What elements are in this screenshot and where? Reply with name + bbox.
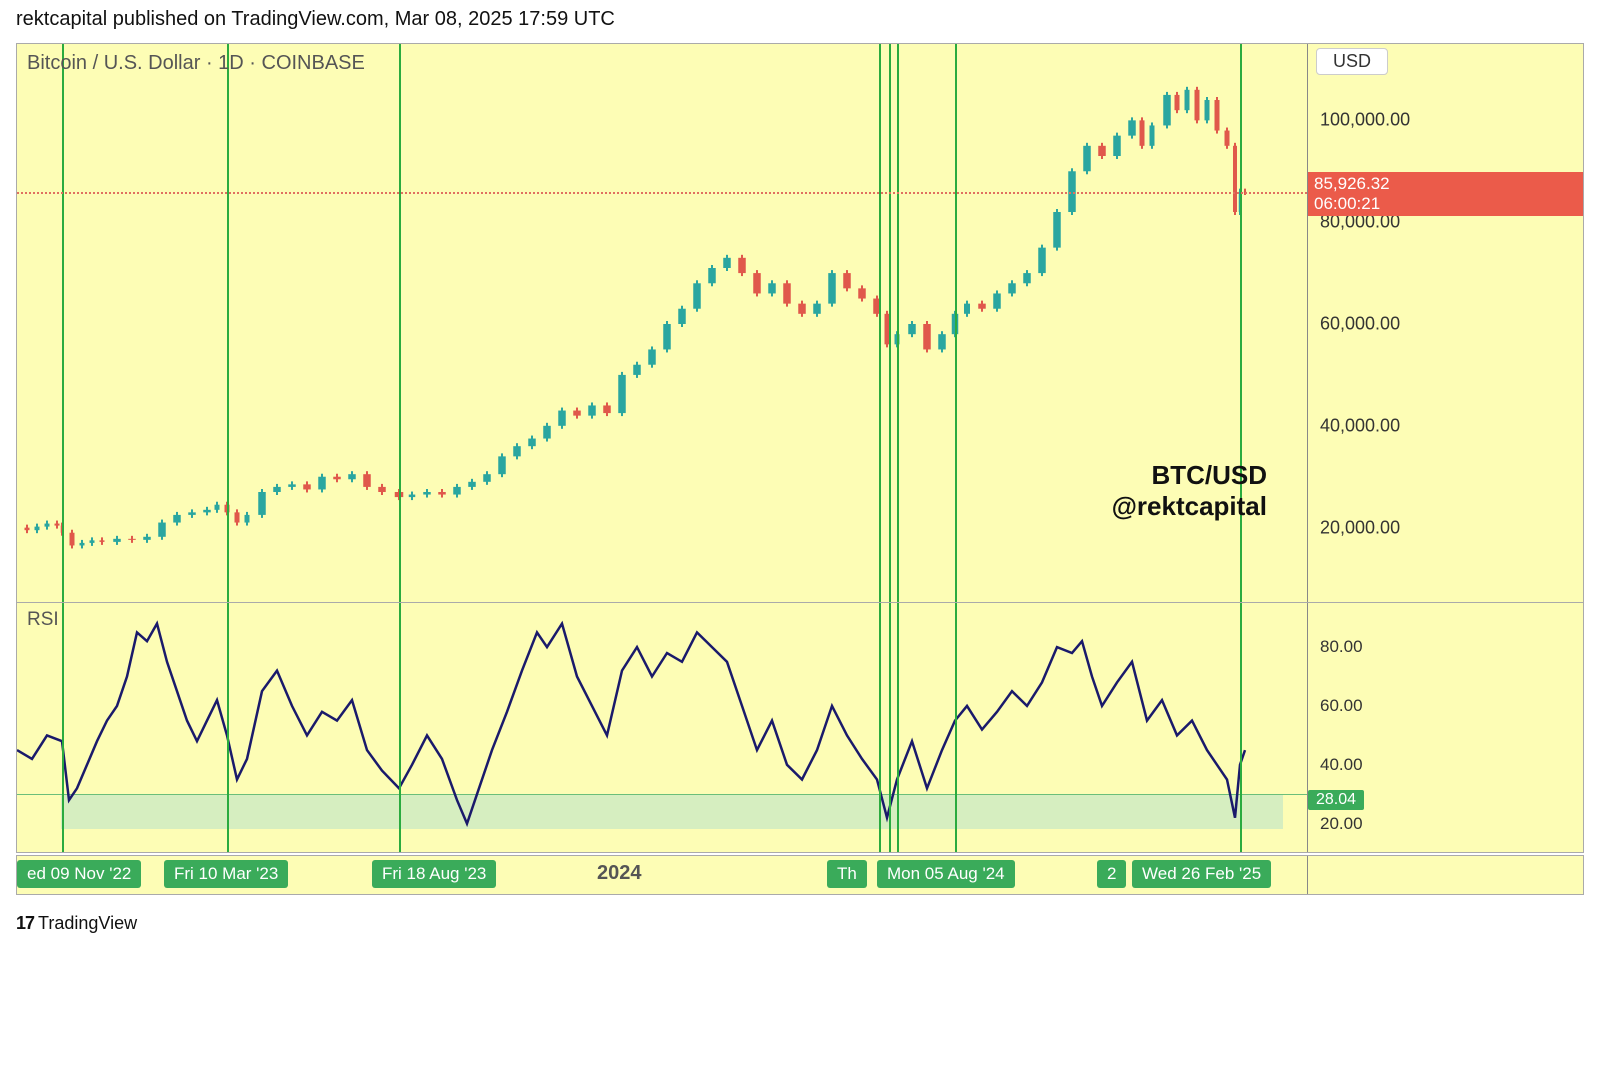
rsi-plot[interactable]: RSI bbox=[17, 603, 1307, 852]
chart-container: Bitcoin / U.S. Dollar · 1D · COINBASE BT… bbox=[16, 43, 1584, 895]
event-vline bbox=[62, 44, 64, 602]
rsi-ytick: 20.00 bbox=[1320, 814, 1363, 834]
price-ytick: 60,000.00 bbox=[1320, 314, 1400, 335]
currency-badge[interactable]: USD bbox=[1316, 48, 1388, 75]
time-axis-label: Th bbox=[827, 860, 867, 888]
time-axis-right bbox=[1307, 856, 1583, 894]
event-vline bbox=[399, 44, 401, 602]
current-price-line bbox=[17, 192, 1307, 194]
event-vline bbox=[227, 44, 229, 602]
event-vline bbox=[955, 44, 957, 602]
event-vline bbox=[1240, 603, 1242, 852]
event-vline bbox=[889, 603, 891, 852]
countdown: 06:00:21 bbox=[1314, 194, 1577, 214]
tradingview-logo-icon: 17 bbox=[16, 913, 34, 933]
rsi-ytick: 60.00 bbox=[1320, 696, 1363, 716]
time-axis: ed 09 Nov '22 Fri 10 Mar '23 Fri 18 Aug '2… bbox=[16, 855, 1584, 895]
time-axis-label: 2024 bbox=[597, 862, 642, 885]
price-value: 85,926.32 bbox=[1314, 174, 1577, 194]
watermark-symbol: BTC/USD bbox=[1112, 460, 1267, 491]
price-ytick: 100,000.00 bbox=[1320, 110, 1410, 131]
rsi-current-badge: 28.04 bbox=[1308, 790, 1364, 810]
price-y-axis: USD 20,000.0040,000.0060,000.0080,000.00… bbox=[1307, 44, 1583, 602]
event-vline bbox=[62, 603, 64, 852]
tradingview-brand: TradingView bbox=[38, 913, 137, 933]
time-axis-label: ed 09 Nov '22 bbox=[17, 860, 141, 888]
rsi-ytick: 40.00 bbox=[1320, 755, 1363, 775]
event-vline bbox=[897, 44, 899, 602]
watermark: BTC/USD @rektcapital bbox=[1112, 460, 1267, 522]
rsi-panel: RSI 20.00 40.00 60.00 80.00 28.04 bbox=[16, 603, 1584, 853]
current-price-badge: 85,926.32 06:00:21 bbox=[1308, 172, 1583, 216]
event-vline bbox=[879, 44, 881, 602]
price-ytick: 40,000.00 bbox=[1320, 415, 1400, 436]
price-plot[interactable]: Bitcoin / U.S. Dollar · 1D · COINBASE BT… bbox=[17, 44, 1307, 602]
footer: 17TradingView bbox=[0, 895, 1600, 952]
publish-line: rektcapital published on TradingView.com… bbox=[0, 0, 1600, 39]
time-axis-inner: ed 09 Nov '22 Fri 10 Mar '23 Fri 18 Aug '2… bbox=[17, 856, 1307, 894]
rsi-svg bbox=[17, 603, 1307, 852]
event-vline bbox=[399, 603, 401, 852]
time-axis-label: Mon 05 Aug '24 bbox=[877, 860, 1015, 888]
rsi-y-axis: 20.00 40.00 60.00 80.00 28.04 bbox=[1307, 603, 1583, 852]
event-vline bbox=[897, 603, 899, 852]
price-panel: Bitcoin / U.S. Dollar · 1D · COINBASE BT… bbox=[16, 43, 1584, 603]
event-vline bbox=[955, 603, 957, 852]
time-axis-label: Fri 10 Mar '23 bbox=[164, 860, 288, 888]
symbol-title: Bitcoin / U.S. Dollar · 1D · COINBASE bbox=[27, 52, 365, 75]
time-axis-label: Wed 26 Feb '25 bbox=[1132, 860, 1271, 888]
event-vline bbox=[889, 44, 891, 602]
event-vline bbox=[227, 603, 229, 852]
time-axis-label: Fri 18 Aug '23 bbox=[372, 860, 496, 888]
time-axis-label: 2 bbox=[1097, 860, 1126, 888]
event-vline bbox=[879, 603, 881, 852]
rsi-ytick: 80.00 bbox=[1320, 637, 1363, 657]
price-ytick: 20,000.00 bbox=[1320, 517, 1400, 538]
watermark-handle: @rektcapital bbox=[1112, 491, 1267, 522]
